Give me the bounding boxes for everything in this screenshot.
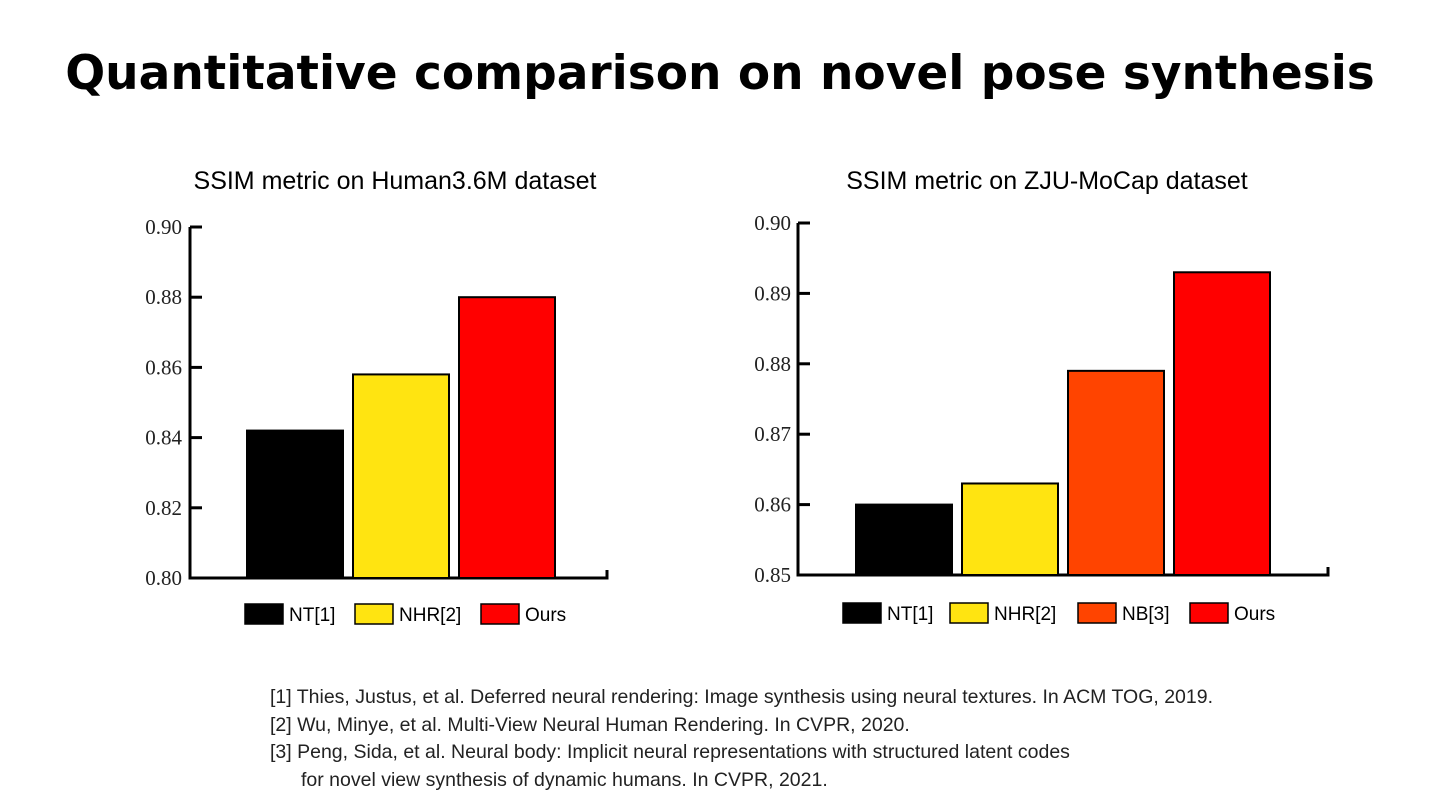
y-tick-label: 0.88 [754,352,791,376]
bar-NT[1] [246,429,344,579]
reference-1: [1] Thies, Justus, et al. Deferred neura… [270,686,1213,708]
y-tick-label: 0.82 [145,496,182,520]
y-tick-label: 0.85 [754,563,791,587]
references: [1] Thies, Justus, et al. Deferred neura… [270,684,1410,794]
legend-swatch [949,602,989,624]
bar-NHR[2] [352,373,450,580]
reference-2: [2] Wu, Minye, et al. Multi-View Neural … [270,713,910,736]
y-tick-label: 0.88 [145,285,182,309]
y-tick-label: 0.80 [145,566,182,590]
reference-3: [3] Peng, Sida, et al. Neural body: Impl… [270,741,1070,763]
y-tick-label: 0.84 [145,426,182,450]
bar-Ours [1173,271,1271,576]
bar-NT[1] [855,503,953,577]
legend-label: NT[1] [289,605,335,626]
reference-3-continued: for novel view synthesis of dynamic huma… [301,768,828,791]
y-tick-label: 0.86 [754,493,791,517]
legend-swatch [842,602,882,624]
legend-label: NT[1] [887,604,933,625]
chart-title: SSIM metric on Human3.6M dataset [194,167,597,195]
legend-label: Ours [1234,604,1275,625]
legend-swatch [244,603,284,625]
y-tick-label: 0.90 [145,215,182,239]
y-tick-label: 0.87 [754,422,791,446]
legend-label: NHR[2] [994,604,1056,625]
legend-swatch [1077,602,1117,624]
legend-swatch [354,603,394,625]
legend-swatch [1189,602,1229,624]
chart-title: SSIM metric on ZJU-MoCap dataset [846,167,1248,195]
bar-NB[3] [1067,369,1165,576]
legend-label: NHR[2] [399,605,461,626]
y-tick-label: 0.89 [754,281,791,305]
bar-Ours [458,296,556,579]
y-tick-label: 0.86 [145,355,182,379]
legend-label: NB[3] [1122,604,1170,625]
bar-NHR[2] [961,482,1059,577]
slide-title: Quantitative comparison on novel pose sy… [65,46,1375,101]
legend-swatch [480,603,520,625]
y-tick-label: 0.90 [754,211,791,235]
legend-label: Ours [525,605,566,626]
